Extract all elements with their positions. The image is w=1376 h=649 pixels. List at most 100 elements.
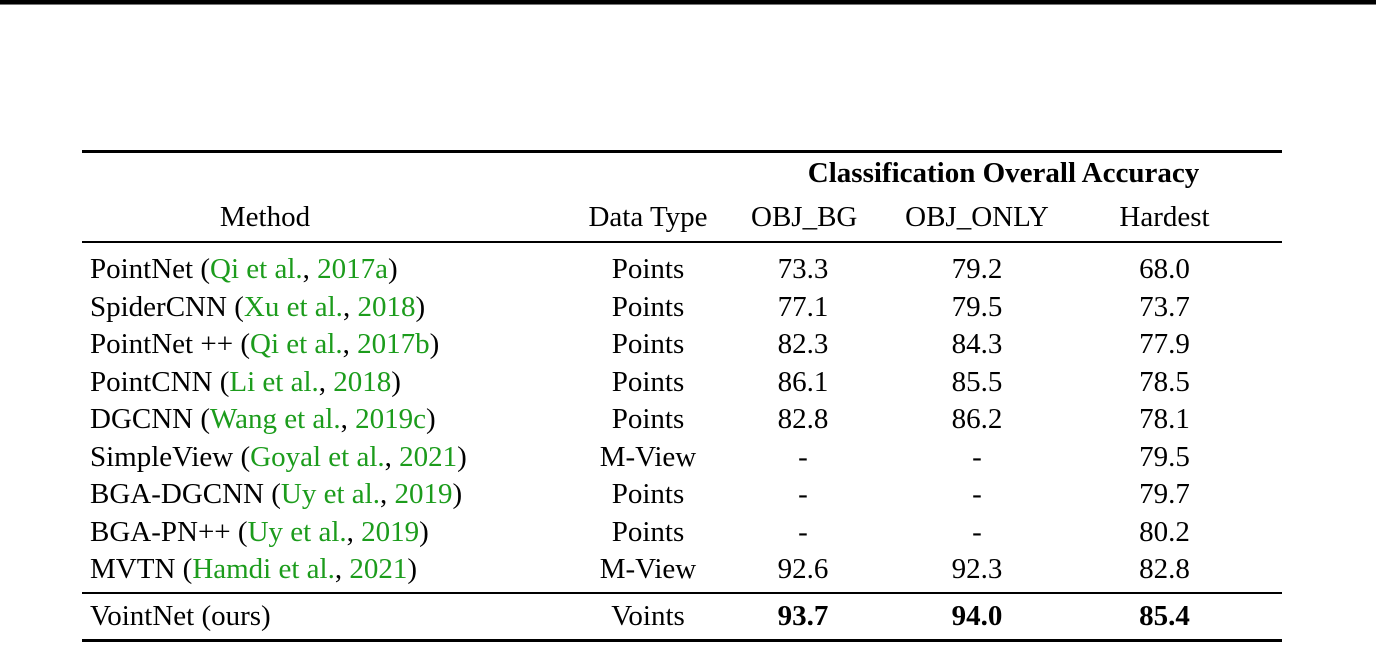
method-cell: DGCNN (Wang et al., 2019c) <box>82 403 545 436</box>
table-row: MVTN (Hamdi et al., 2021) M-View 92.6 92… <box>82 551 1282 589</box>
column-header-obj-only: OBJ_ONLY <box>905 200 1049 233</box>
citation-author-link[interactable]: Qi et al. <box>250 328 343 361</box>
method-name: MVTN <box>90 553 176 586</box>
obj-only-value: 86.2 <box>951 403 1003 436</box>
citation-close-paren: ) <box>419 515 429 548</box>
table-column-header-row: Method Data Type OBJ_BG OBJ_ONLY Hardest <box>82 193 1282 241</box>
column-header-data-type: Data Type <box>588 200 708 233</box>
method-name: PointNet <box>90 253 194 286</box>
obj-bg-value: 82.8 <box>777 403 829 436</box>
table-top-rule <box>82 150 1282 153</box>
data-type-cell: Points <box>611 253 685 286</box>
citation-author-link[interactable]: Xu et al. <box>243 290 343 323</box>
citation-separator: , <box>302 253 318 286</box>
column-header-method: Method <box>219 200 311 233</box>
method-name: BGA-DGCNN <box>90 478 264 511</box>
obj-only-value: - <box>972 440 982 473</box>
data-type-cell: M-View <box>599 553 697 586</box>
citation-open-paren: ( <box>230 515 248 548</box>
final-row-section: VointNet (ours) Voints 93.7 94.0 85.4 <box>82 594 1282 639</box>
data-type-cell: M-View <box>599 440 697 473</box>
citation-close-paren: ) <box>429 328 440 361</box>
hardest-value: 68.0 <box>1139 253 1190 286</box>
obj-only-value: 79.5 <box>951 290 1003 323</box>
citation-author-link[interactable]: Hamdi et al. <box>192 553 335 586</box>
citation-close-paren: ) <box>452 478 463 511</box>
citation-separator: , <box>318 365 334 398</box>
citation-year-link[interactable]: 2019c <box>355 403 426 436</box>
citation-author-link[interactable]: Qi et al. <box>210 253 303 286</box>
citation-open-paren: ( <box>233 440 251 473</box>
citation-separator: , <box>342 290 358 323</box>
method-cell: SimpleView (Goyal et al., 2021) <box>82 441 545 474</box>
citation-separator: , <box>334 553 350 586</box>
method-name: DGCNN <box>90 403 194 436</box>
citation-separator: , <box>340 403 356 436</box>
citation-open-paren: ( <box>264 478 281 511</box>
obj-bg-value: - <box>798 478 808 511</box>
obj-bg-value: 93.7 <box>777 599 829 632</box>
obj-bg-value: 86.1 <box>777 365 829 398</box>
method-cell: PointNet (Qi et al., 2017a) <box>82 253 545 286</box>
citation-open-paren: ( <box>233 328 250 361</box>
method-name: PointNet ++ <box>90 328 234 361</box>
table-row: SpiderCNN (Xu et al., 2018) Points 77.1 … <box>82 289 1282 327</box>
obj-bg-value: - <box>798 440 808 473</box>
table-row: PointCNN (Li et al., 2018) Points 86.1 8… <box>82 364 1282 402</box>
method-cell: PointNet ++ (Qi et al., 2017b) <box>82 328 545 361</box>
data-type-cell: Points <box>611 365 685 398</box>
table-row: DGCNN (Wang et al., 2019c) Points 82.8 8… <box>82 401 1282 439</box>
table-row: SimpleView (Goyal et al., 2021) M-View -… <box>82 439 1282 477</box>
citation-close-paren: ) <box>457 440 467 473</box>
hardest-value: 73.7 <box>1139 290 1190 323</box>
hardest-value: 79.5 <box>1139 440 1190 473</box>
citation-close-paren: ) <box>388 253 398 286</box>
obj-only-value: 85.5 <box>951 365 1003 398</box>
citation-close-paren: ) <box>407 553 418 586</box>
citation-year-link[interactable]: 2017b <box>357 328 430 361</box>
data-type-cell: Points <box>611 403 685 436</box>
obj-bg-value: - <box>798 515 808 548</box>
hardest-value: 78.1 <box>1139 403 1190 436</box>
hardest-value: 80.2 <box>1139 515 1190 548</box>
citation-separator: , <box>379 478 395 511</box>
obj-only-value: - <box>972 515 982 548</box>
method-cell: PointCNN (Li et al., 2018) <box>82 366 545 399</box>
citation-open-paren: ( <box>193 253 211 286</box>
table-body: PointNet (Qi et al., 2017a) Points 73.3 … <box>82 243 1282 592</box>
data-type-cell: Voints <box>611 599 685 632</box>
obj-bg-value: 92.6 <box>777 553 829 586</box>
citation-year-link[interactable]: 2017a <box>317 253 389 286</box>
citation-close-paren: ) <box>425 403 436 436</box>
hardest-value: 85.4 <box>1139 599 1190 632</box>
method-name: BGA-PN++ <box>90 515 231 548</box>
table-mid-rule <box>82 241 1282 243</box>
data-type-cell: Points <box>611 478 685 511</box>
citation-author-link[interactable]: Li et al. <box>229 365 319 398</box>
citation-author-link[interactable]: Uy et al. <box>280 478 380 511</box>
citation-year-link[interactable]: 2018 <box>333 365 392 398</box>
citation-year-link[interactable]: 2021 <box>349 553 408 586</box>
table-row: PointNet ++ (Qi et al., 2017b) Points 82… <box>82 326 1282 364</box>
data-type-cell: Points <box>611 515 685 548</box>
citation-author-link[interactable]: Wang et al. <box>210 403 341 436</box>
citation-open-paren: ( <box>175 553 193 586</box>
obj-bg-value: 73.3 <box>777 253 829 286</box>
obj-bg-value: 82.3 <box>777 328 829 361</box>
citation-year-link[interactable]: 2021 <box>399 440 458 473</box>
table-span-header-row: Classification Overall Accuracy <box>82 153 1282 193</box>
citation-author-link[interactable]: Uy et al. <box>247 515 347 548</box>
citation-author-link[interactable]: Goyal et al. <box>250 440 385 473</box>
results-table: Classification Overall Accuracy Method D… <box>82 150 1282 642</box>
obj-only-value: 84.3 <box>951 328 1003 361</box>
citation-year-link[interactable]: 2019 <box>361 515 420 548</box>
citation-year-link[interactable]: 2019 <box>394 478 453 511</box>
citation-year-link[interactable]: 2018 <box>357 290 416 323</box>
method-cell: BGA-DGCNN (Uy et al., 2019) <box>82 478 545 511</box>
table-row: BGA-DGCNN (Uy et al., 2019) Points - - 7… <box>82 476 1282 514</box>
citation-open-paren: ( <box>193 403 211 436</box>
citation-separator: , <box>346 515 362 548</box>
figure-top-border <box>0 0 1376 5</box>
table-row-final: VointNet (ours) Voints 93.7 94.0 85.4 <box>82 594 1282 639</box>
method-cell: SpiderCNN (Xu et al., 2018) <box>82 291 545 324</box>
